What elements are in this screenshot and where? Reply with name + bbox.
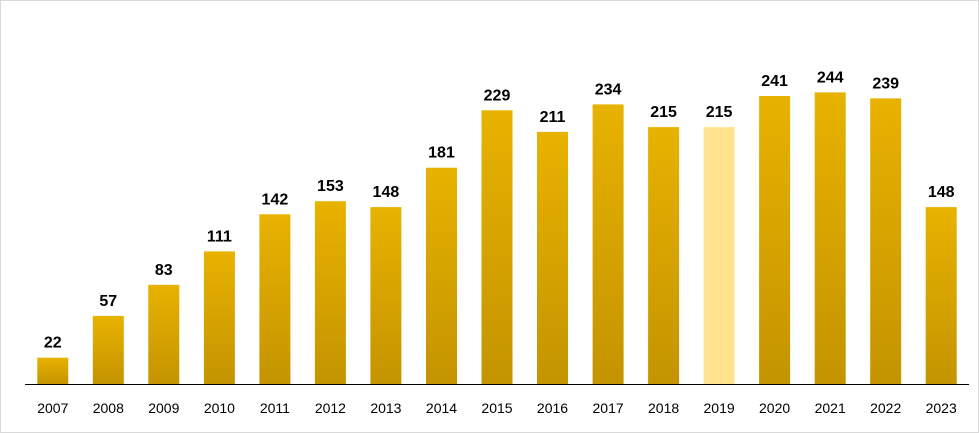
x-tick-label-2013: 2013 bbox=[370, 400, 401, 416]
x-tick-label-2012: 2012 bbox=[315, 400, 346, 416]
bar-2017 bbox=[592, 104, 624, 385]
bar-2014 bbox=[426, 167, 457, 384]
bar-2023 bbox=[925, 207, 957, 384]
value-label-2015: 229 bbox=[484, 87, 511, 104]
x-tick-label-2010: 2010 bbox=[204, 400, 235, 416]
x-tick-label-2015: 2015 bbox=[481, 400, 512, 416]
value-label-2009: 83 bbox=[155, 262, 173, 279]
value-label-2012: 153 bbox=[317, 178, 344, 195]
value-label-2022: 239 bbox=[872, 75, 899, 92]
bar-2011 bbox=[259, 214, 291, 384]
value-labels-layer: 22 57 83 111 142 153 148 181 229 211 234 215 215 241 2… bbox=[44, 69, 955, 351]
x-tick-label-2017: 2017 bbox=[593, 400, 624, 416]
x-tick-label-2016: 2016 bbox=[537, 400, 568, 416]
value-label-2011: 142 bbox=[262, 191, 289, 208]
value-label-2023: 148 bbox=[928, 184, 955, 201]
value-label-2021: 244 bbox=[817, 69, 844, 86]
value-label-2016: 211 bbox=[540, 109, 566, 126]
value-label-2019: 215 bbox=[706, 104, 733, 121]
bar-2008 bbox=[92, 315, 124, 384]
bar-2015 bbox=[481, 110, 513, 385]
bar-2019 bbox=[703, 127, 735, 384]
value-label-2013: 148 bbox=[373, 184, 400, 201]
value-label-2010: 111 bbox=[207, 228, 232, 245]
value-label-2017: 234 bbox=[595, 81, 622, 98]
x-tick-label-2008: 2008 bbox=[93, 400, 124, 416]
x-tick-label-2020: 2020 bbox=[759, 400, 790, 416]
x-tick-label-2014: 2014 bbox=[426, 400, 457, 416]
x-tick-label-2022: 2022 bbox=[870, 400, 901, 416]
bar-2007 bbox=[37, 357, 69, 384]
x-tick-label-2009: 2009 bbox=[148, 400, 179, 416]
value-label-2008: 57 bbox=[99, 293, 117, 310]
x-tick-label-2011: 2011 bbox=[260, 400, 290, 416]
bar-2021 bbox=[814, 92, 846, 385]
bar-2009 bbox=[148, 284, 180, 384]
value-label-2007: 22 bbox=[44, 335, 62, 352]
bar-2010 bbox=[203, 251, 235, 384]
x-tick-labels-layer: 2007 2008 2009 2010 2011 2012 2013 2014 2015 2016… bbox=[37, 400, 957, 416]
bar-2016 bbox=[537, 131, 568, 384]
bar-2022 bbox=[870, 98, 902, 385]
bar-2020 bbox=[759, 96, 791, 384]
value-label-2018: 215 bbox=[650, 104, 677, 121]
bar-2012 bbox=[314, 201, 346, 384]
x-tick-label-2007: 2007 bbox=[37, 400, 68, 416]
x-tick-label-2023: 2023 bbox=[926, 400, 957, 416]
value-label-2020: 241 bbox=[761, 73, 788, 90]
bar-2013 bbox=[370, 207, 402, 384]
bar-2018 bbox=[648, 127, 680, 384]
x-tick-label-2021: 2021 bbox=[815, 400, 846, 416]
x-tick-label-2019: 2019 bbox=[704, 400, 735, 416]
x-tick-label-2018: 2018 bbox=[648, 400, 679, 416]
value-label-2014: 181 bbox=[428, 145, 455, 162]
bars-layer bbox=[37, 92, 957, 385]
